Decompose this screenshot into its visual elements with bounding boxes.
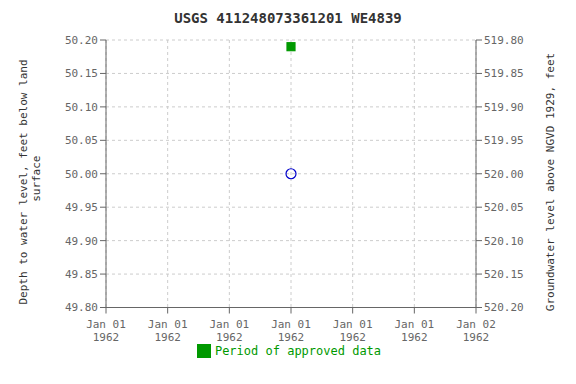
svg-text:50.15: 50.15 bbox=[65, 67, 98, 80]
svg-text:50.00: 50.00 bbox=[65, 168, 98, 181]
svg-text:50.20: 50.20 bbox=[65, 34, 98, 47]
svg-text:49.80: 49.80 bbox=[65, 301, 98, 314]
svg-text:520.15: 520.15 bbox=[484, 268, 524, 281]
svg-text:520.05: 520.05 bbox=[484, 201, 524, 214]
svg-text:519.85: 519.85 bbox=[484, 67, 524, 80]
svg-text:520.20: 520.20 bbox=[484, 301, 524, 314]
svg-text:Jan 011962: Jan 011962 bbox=[271, 318, 311, 344]
svg-text:519.90: 519.90 bbox=[484, 101, 524, 114]
svg-text:Jan 011962: Jan 011962 bbox=[333, 318, 373, 344]
svg-text:Jan 021962: Jan 021962 bbox=[456, 318, 496, 344]
svg-text:Jan 011962: Jan 011962 bbox=[86, 318, 126, 344]
svg-text:49.95: 49.95 bbox=[65, 201, 98, 214]
svg-text:Jan 011962: Jan 011962 bbox=[394, 318, 434, 344]
svg-text:520.00: 520.00 bbox=[484, 168, 524, 181]
svg-text:Jan 011962: Jan 011962 bbox=[209, 318, 249, 344]
svg-text:49.90: 49.90 bbox=[65, 235, 98, 248]
html-text:Groundwater level above NGVD 1: Groundwater level above NGVD 1929, feet bbox=[543, 52, 557, 312]
svg-text:50.10: 50.10 bbox=[65, 101, 98, 114]
svg-text:49.85: 49.85 bbox=[65, 268, 98, 281]
html-text:Period of approved data: Period of approved data bbox=[214, 343, 382, 358]
svg-text:520.10: 520.10 bbox=[484, 235, 524, 248]
svg-text:519.80: 519.80 bbox=[484, 34, 524, 47]
svg-text:519.95: 519.95 bbox=[484, 134, 524, 147]
html-text:Depth to water level, feet bel: Depth to water level, feet below land su… bbox=[17, 59, 43, 305]
svg-text:50.05: 50.05 bbox=[65, 134, 98, 147]
html-text:USGS 411248073361201 WE4839: USGS 411248073361201 WE4839 bbox=[174, 10, 402, 26]
svg-text:Jan 011962: Jan 011962 bbox=[148, 318, 188, 344]
